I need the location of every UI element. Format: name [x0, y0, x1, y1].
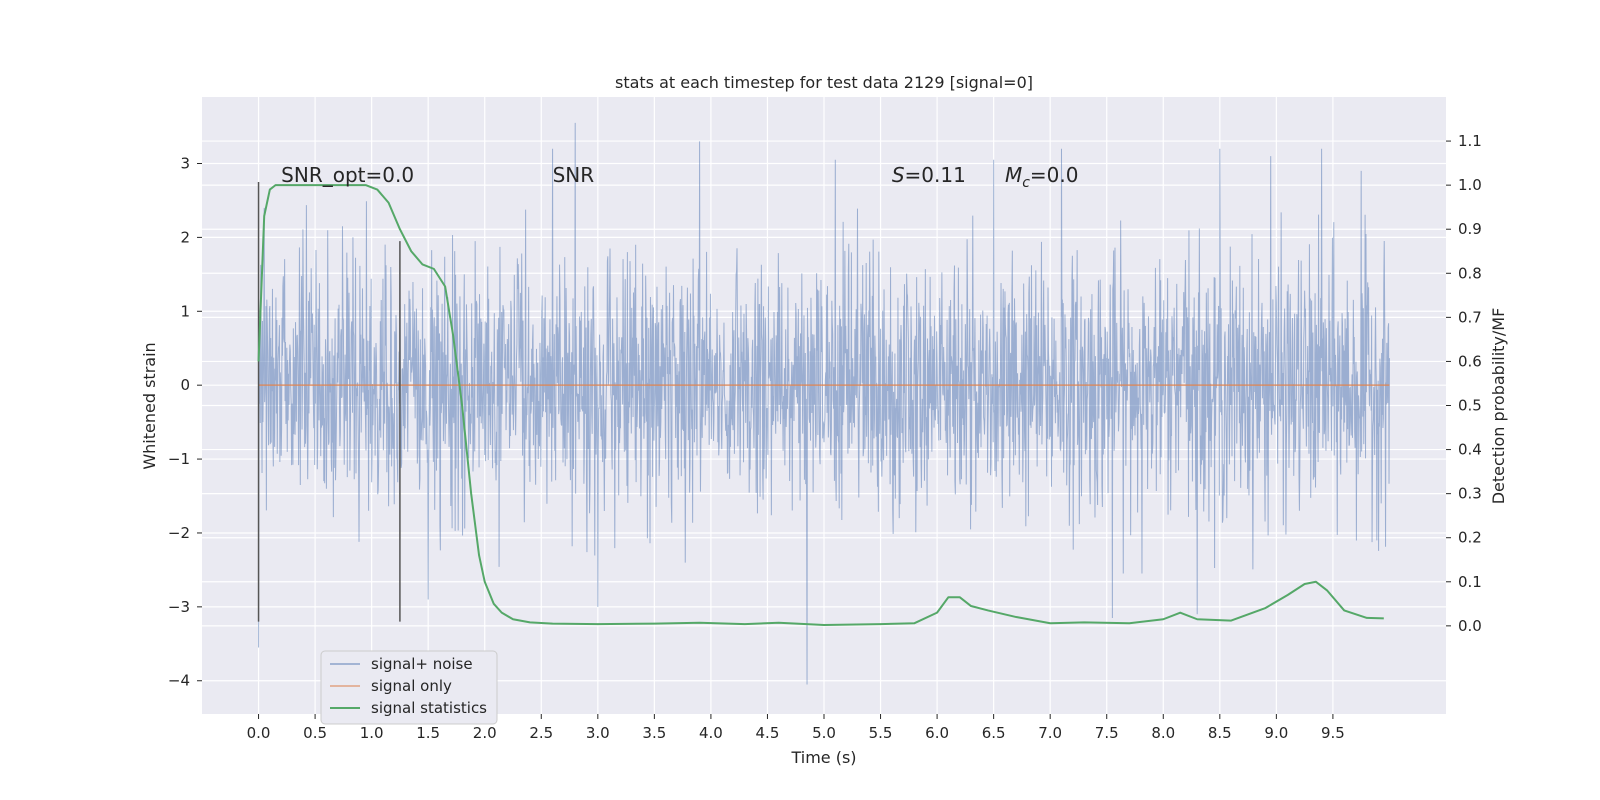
series-signal-noise — [258, 122, 1390, 685]
tick-labels: 0.0 0.5 1.0 1.5 2.0 2.5 3.0 3.5 4.0 4.5 5.0 5.5 6.0 6… — [168, 132, 1482, 742]
x-tick-label: 6.5 — [982, 724, 1006, 742]
y-right-tick-label: 0.8 — [1458, 264, 1482, 282]
y-right-tick-label: 1.0 — [1458, 176, 1482, 194]
x-tick-label: 2.0 — [473, 724, 497, 742]
signal-statistics-line — [257, 184, 1384, 626]
x-tick-label: 4.0 — [699, 724, 723, 742]
x-tick-label: 8.5 — [1208, 724, 1232, 742]
y-axis-right-label: Detection probability/MF — [1489, 308, 1508, 505]
y-tick-label: −3 — [168, 598, 190, 616]
annotations: SNR_opt=0.0 SNR S=0.11 Mc=0.0 — [281, 163, 1078, 191]
annotation-mc-value: Mc=0.0 — [1005, 163, 1079, 191]
y-right-tick-label: 0.2 — [1458, 529, 1482, 547]
series-signal-statistics — [257, 184, 1384, 626]
y-right-tick-label: 0.4 — [1458, 441, 1482, 459]
annotation-s-value: S=0.11 — [892, 163, 966, 187]
x-tick-label: 6.0 — [925, 724, 949, 742]
x-tick-label: 0.5 — [303, 724, 327, 742]
x-tick-label: 8.0 — [1151, 724, 1175, 742]
x-tick-label: 1.0 — [360, 724, 384, 742]
x-tick-label: 5.0 — [812, 724, 836, 742]
x-tick-label: 1.5 — [416, 724, 440, 742]
y-right-tick-label: 0.6 — [1458, 352, 1482, 370]
y-tick-label: 1 — [180, 302, 190, 320]
legend: signal+ noise signal only signal statist… — [320, 650, 498, 725]
y-right-tick-label: 1.1 — [1458, 132, 1482, 150]
y-tick-label: −4 — [168, 672, 190, 690]
y-right-tick-label: 0.5 — [1458, 397, 1482, 415]
x-tick-label: 7.5 — [1095, 724, 1119, 742]
x-tick-label: 5.5 — [869, 724, 893, 742]
y-right-tick-label: 0.0 — [1458, 617, 1482, 635]
y-tick-label: −1 — [168, 450, 190, 468]
x-tick-label: 9.5 — [1321, 724, 1345, 742]
x-tick-label: 3.0 — [586, 724, 610, 742]
x-tick-label: 4.5 — [756, 724, 780, 742]
y-right-tick-label: 0.1 — [1458, 573, 1482, 591]
y-axis-label: Whitened strain — [140, 342, 159, 469]
x-axis-label: Time (s) — [790, 748, 856, 767]
x-tick-label: 0.0 — [247, 724, 271, 742]
y-right-tick-label: 0.7 — [1458, 308, 1482, 326]
y-tick-label: 3 — [180, 155, 190, 173]
annotation-snr-mf: SNR — [553, 163, 595, 187]
signal-noise-line — [258, 122, 1390, 685]
annotation-snr-opt: SNR_opt=0.0 — [281, 163, 414, 187]
vertical-markers — [257, 181, 401, 622]
y-right-tick-label: 0.3 — [1458, 485, 1482, 503]
legend-label-signal-noise: signal+ noise — [371, 655, 473, 673]
x-tick-label: 3.5 — [642, 724, 666, 742]
legend-label-signal-statistics: signal statistics — [371, 699, 487, 717]
y-tick-label: 2 — [180, 228, 190, 246]
x-tick-label: 2.5 — [529, 724, 553, 742]
chart-title: stats at each timestep for test data 212… — [615, 73, 1033, 92]
legend-label-signal-only: signal only — [371, 677, 452, 695]
y-tick-label: −2 — [168, 524, 190, 542]
x-tick-label: 7.0 — [1038, 724, 1062, 742]
legend-box — [320, 650, 498, 725]
y-right-tick-label: 0.9 — [1458, 220, 1482, 238]
x-tick-label: 9.0 — [1264, 724, 1288, 742]
y-tick-label: 0 — [180, 376, 190, 394]
